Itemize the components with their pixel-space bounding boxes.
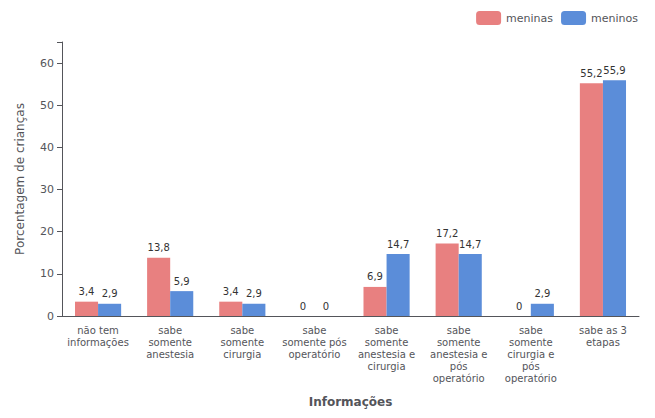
svg-text:0: 0	[300, 301, 306, 312]
svg-text:14,7: 14,7	[387, 239, 409, 250]
svg-text:10: 10	[40, 267, 54, 280]
svg-text:somente: somente	[509, 337, 553, 348]
svg-text:sabe: sabe	[519, 325, 543, 336]
svg-text:0: 0	[516, 301, 522, 312]
svg-text:55,2: 55,2	[580, 68, 602, 79]
svg-text:sabe: sabe	[230, 325, 254, 336]
svg-text:3,4: 3,4	[223, 286, 239, 297]
svg-text:somente: somente	[220, 337, 264, 348]
svg-text:cirurgia: cirurgia	[368, 361, 406, 372]
svg-text:sabe: sabe	[303, 325, 327, 336]
svg-text:pós: pós	[522, 361, 540, 372]
svg-text:sabe: sabe	[158, 325, 182, 336]
svg-text:sabe: sabe	[375, 325, 399, 336]
svg-text:30: 30	[40, 183, 54, 196]
svg-text:somente: somente	[148, 337, 192, 348]
svg-text:13,8: 13,8	[148, 242, 170, 253]
svg-text:operatório: operatório	[433, 373, 485, 384]
svg-text:somente: somente	[365, 337, 409, 348]
svg-text:2,9: 2,9	[534, 288, 550, 299]
svg-text:55,9: 55,9	[603, 65, 625, 76]
svg-text:2,9: 2,9	[246, 288, 262, 299]
svg-text:etapas: etapas	[586, 337, 620, 348]
svg-text:anestesia e: anestesia e	[358, 349, 415, 360]
svg-text:14,7: 14,7	[459, 239, 481, 250]
svg-text:sabe: sabe	[447, 325, 471, 336]
svg-text:6,9: 6,9	[367, 271, 383, 282]
svg-text:cirurgia: cirurgia	[223, 349, 261, 360]
svg-text:não tem: não tem	[77, 325, 119, 336]
svg-text:17,2: 17,2	[436, 228, 458, 239]
svg-text:2,9: 2,9	[102, 288, 118, 299]
svg-text:pós: pós	[450, 361, 468, 372]
svg-text:meninos: meninos	[591, 12, 638, 25]
svg-text:50: 50	[40, 99, 54, 112]
svg-text:operatório: operatório	[288, 349, 340, 360]
svg-text:somente pós: somente pós	[282, 337, 347, 348]
svg-text:somente: somente	[437, 337, 481, 348]
svg-text:sabe as 3: sabe as 3	[579, 325, 627, 336]
svg-text:operatório: operatório	[505, 373, 557, 384]
svg-text:5,9: 5,9	[174, 276, 190, 287]
svg-text:60: 60	[40, 57, 54, 70]
svg-text:0: 0	[47, 310, 54, 323]
svg-text:40: 40	[40, 141, 54, 154]
svg-text:20: 20	[40, 225, 54, 238]
svg-text:Porcentagem de crianças: Porcentagem de crianças	[13, 103, 27, 255]
svg-text:informações: informações	[67, 337, 129, 348]
svg-text:anestesia: anestesia	[146, 349, 194, 360]
svg-text:cirurgia e: cirurgia e	[507, 349, 554, 360]
svg-text:3,4: 3,4	[79, 286, 95, 297]
svg-text:meninas: meninas	[506, 12, 553, 25]
svg-text:anestesia e: anestesia e	[430, 349, 487, 360]
svg-text:Informações: Informações	[309, 395, 393, 409]
svg-text:0: 0	[323, 301, 329, 312]
